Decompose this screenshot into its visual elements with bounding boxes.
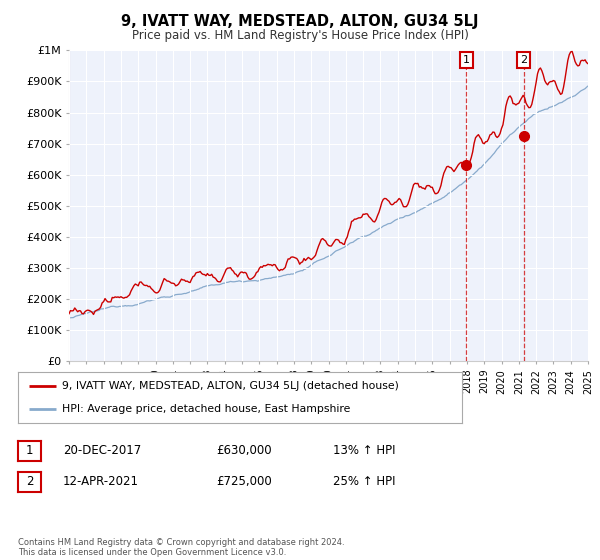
Text: 13% ↑ HPI: 13% ↑ HPI [333,444,395,458]
Text: 1: 1 [463,55,470,65]
Text: 9, IVATT WAY, MEDSTEAD, ALTON, GU34 5LJ (detached house): 9, IVATT WAY, MEDSTEAD, ALTON, GU34 5LJ … [62,381,399,391]
Text: 9, IVATT WAY, MEDSTEAD, ALTON, GU34 5LJ: 9, IVATT WAY, MEDSTEAD, ALTON, GU34 5LJ [121,14,479,29]
Text: HPI: Average price, detached house, East Hampshire: HPI: Average price, detached house, East… [62,404,351,414]
Text: Contains HM Land Registry data © Crown copyright and database right 2024.
This d: Contains HM Land Registry data © Crown c… [18,538,344,557]
Text: 25% ↑ HPI: 25% ↑ HPI [333,475,395,488]
Text: 2: 2 [26,475,33,488]
Text: 12-APR-2021: 12-APR-2021 [63,475,139,488]
Text: 1: 1 [26,444,33,458]
Text: £725,000: £725,000 [216,475,272,488]
Text: 2: 2 [520,55,527,65]
Text: £630,000: £630,000 [216,444,272,458]
Text: Price paid vs. HM Land Registry's House Price Index (HPI): Price paid vs. HM Land Registry's House … [131,29,469,42]
Text: 20-DEC-2017: 20-DEC-2017 [63,444,141,458]
